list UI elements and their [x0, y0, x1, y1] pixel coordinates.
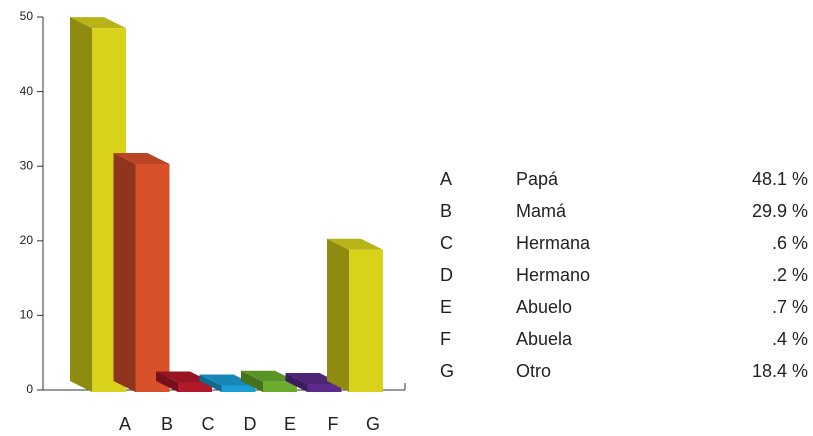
bar-side: [70, 17, 92, 392]
legend-value: 48.1 %: [752, 169, 808, 189]
bar-top: [70, 17, 126, 29]
legend-label: Papá: [516, 169, 559, 189]
bar: [221, 385, 256, 392]
y-tick-label: 20: [20, 233, 34, 247]
bar-top: [156, 371, 212, 383]
bar-side: [241, 370, 263, 392]
bar-side: [327, 238, 349, 392]
legend-label: Mamá: [516, 201, 567, 221]
x-tick-label: E: [284, 414, 296, 434]
legend-value: 29.9 %: [752, 201, 808, 221]
x-tick-label: D: [244, 414, 257, 434]
y-tick-label: 10: [20, 308, 34, 322]
y-tick-label: 40: [20, 84, 34, 98]
bar-side: [113, 152, 136, 392]
legend-label: Abuela: [516, 329, 573, 349]
bar: [135, 163, 170, 392]
legend-label: Abuelo: [516, 297, 572, 317]
bar-top: [113, 152, 170, 164]
legend-label: Otro: [516, 361, 551, 381]
legend-key: F: [440, 329, 451, 349]
bar-side: [156, 371, 178, 392]
bar-top: [327, 238, 383, 250]
bar: [178, 382, 212, 392]
bar: [263, 381, 297, 392]
y-tick-label: 0: [26, 382, 33, 396]
x-tick-label: B: [161, 414, 173, 434]
bar-top: [285, 373, 342, 385]
y-tick-label: 30: [20, 158, 34, 172]
legend-label: Hermano: [516, 265, 590, 285]
legend-value: .7 %: [772, 297, 808, 317]
bar-top: [199, 374, 256, 386]
x-tick-label: A: [119, 414, 131, 434]
legend-value: .6 %: [772, 233, 808, 253]
legend-key: A: [440, 169, 452, 189]
x-tick-label: F: [328, 414, 339, 434]
legend-label: Hermana: [516, 233, 591, 253]
x-tick-label: C: [202, 414, 215, 434]
y-tick-label: 50: [20, 9, 34, 23]
legend-value: 18.4 %: [752, 361, 808, 381]
bar-top: [241, 370, 297, 382]
legend-value: .4 %: [772, 329, 808, 349]
x-tick-label: G: [366, 414, 380, 434]
legend-key: G: [440, 361, 454, 381]
bar-side: [285, 373, 308, 392]
bar: [349, 249, 383, 392]
legend-value: .2 %: [772, 265, 808, 285]
bar-side: [199, 374, 222, 392]
legend-key: E: [440, 297, 452, 317]
bar: [307, 384, 342, 392]
legend-key: C: [440, 233, 453, 253]
legend-key: D: [440, 265, 453, 285]
legend-key: B: [440, 201, 452, 221]
